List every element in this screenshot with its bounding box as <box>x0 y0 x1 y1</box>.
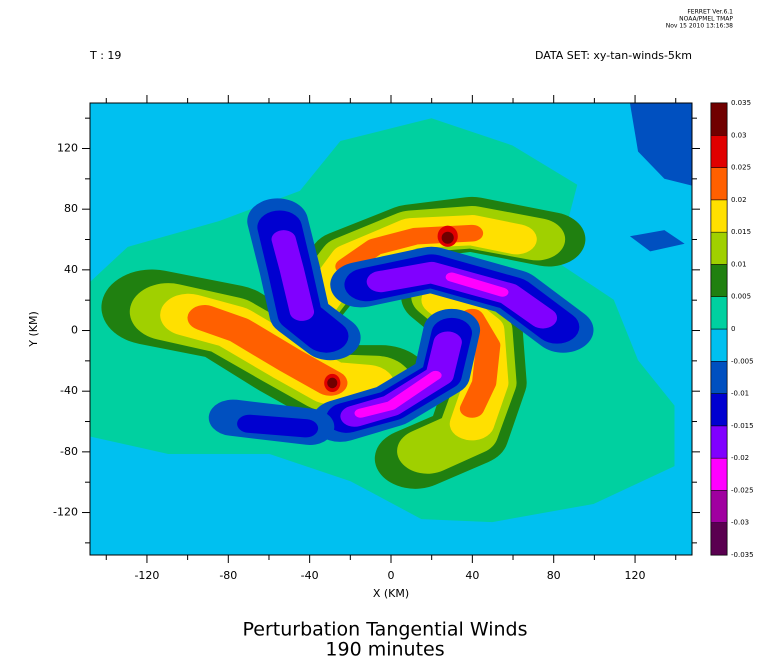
x-tick-label: -120 <box>134 569 159 582</box>
y-tick-label: -80 <box>60 445 78 458</box>
colorbar-band <box>710 522 728 556</box>
colorbar-label: -0.03 <box>731 519 749 527</box>
y-tick-label: 0 <box>71 324 78 337</box>
field-shapes <box>90 103 692 523</box>
colorbar-label: 0.025 <box>731 164 751 172</box>
x-tick-label: 80 <box>547 569 561 582</box>
x-tick-label: -80 <box>219 569 237 582</box>
colorbar-band <box>710 328 728 362</box>
colorbar-band <box>710 102 728 136</box>
dataset-label: DATA SET: xy-tan-winds-5km <box>535 49 692 62</box>
contour-region <box>187 305 348 396</box>
colorbar-label: -0.035 <box>731 551 754 559</box>
colorbar-band <box>710 199 728 233</box>
contour-region <box>237 414 319 438</box>
contour-region <box>354 370 442 418</box>
software: FERRET Ver.6.1 <box>687 9 733 16</box>
colorbar-label: 0.015 <box>731 228 751 236</box>
colorbar-label: 0.02 <box>731 196 747 204</box>
y-tick-label: 80 <box>64 202 78 215</box>
colorbar-label: -0.01 <box>731 390 749 398</box>
colorbar-band <box>710 361 728 394</box>
x-tick-label: 0 <box>388 569 395 582</box>
colorbar-label: 0.035 <box>731 99 751 107</box>
contour-region <box>629 230 685 252</box>
colorbar-label: 0 <box>731 325 735 333</box>
colorbar-label: -0.005 <box>731 357 754 365</box>
chart-subtitle: 190 minutes <box>325 639 444 661</box>
colorbar-band <box>710 457 728 491</box>
colorbar-band <box>710 264 728 297</box>
org: NOAA/PMEL TMAP <box>679 16 733 23</box>
contour-region <box>271 230 315 321</box>
y-axis-label: Y (KM) <box>27 311 40 348</box>
time-label: T : 19 <box>89 49 121 62</box>
contour-region <box>445 272 509 297</box>
x-axis-label: X (KM) <box>373 587 409 600</box>
colorbar-band <box>710 135 728 168</box>
colorbar-label: -0.02 <box>731 454 749 462</box>
colorbar-band <box>710 425 728 459</box>
colorbar-label: 0.01 <box>731 260 747 268</box>
timestamp: Nov 15 2010 13:16:38 <box>666 23 733 30</box>
colorbar-band <box>710 231 728 265</box>
colorbar-band <box>710 167 728 201</box>
colorbar-band <box>710 393 728 427</box>
colorbar-band <box>710 296 728 330</box>
field <box>90 103 692 555</box>
x-tick-label: 40 <box>465 569 479 582</box>
colorbar-band <box>710 490 728 523</box>
contour-region <box>629 103 692 186</box>
y-tick-label: -40 <box>60 384 78 397</box>
y-tick-label: -120 <box>53 506 78 519</box>
colorbar-label: -0.015 <box>731 422 754 430</box>
colorbar-label: 0.03 <box>731 131 747 139</box>
contour-region <box>327 377 338 389</box>
colorbar-label: 0.005 <box>731 293 751 301</box>
colorbar-label: -0.025 <box>731 486 754 494</box>
y-tick-label: 40 <box>64 263 78 276</box>
y-tick-label: 120 <box>57 142 78 155</box>
contour-region <box>441 231 454 244</box>
x-tick-label: 120 <box>625 569 646 582</box>
contour-region <box>459 308 501 418</box>
x-tick-label: -40 <box>301 569 319 582</box>
chart-title: Perturbation Tangential Winds <box>243 619 528 641</box>
